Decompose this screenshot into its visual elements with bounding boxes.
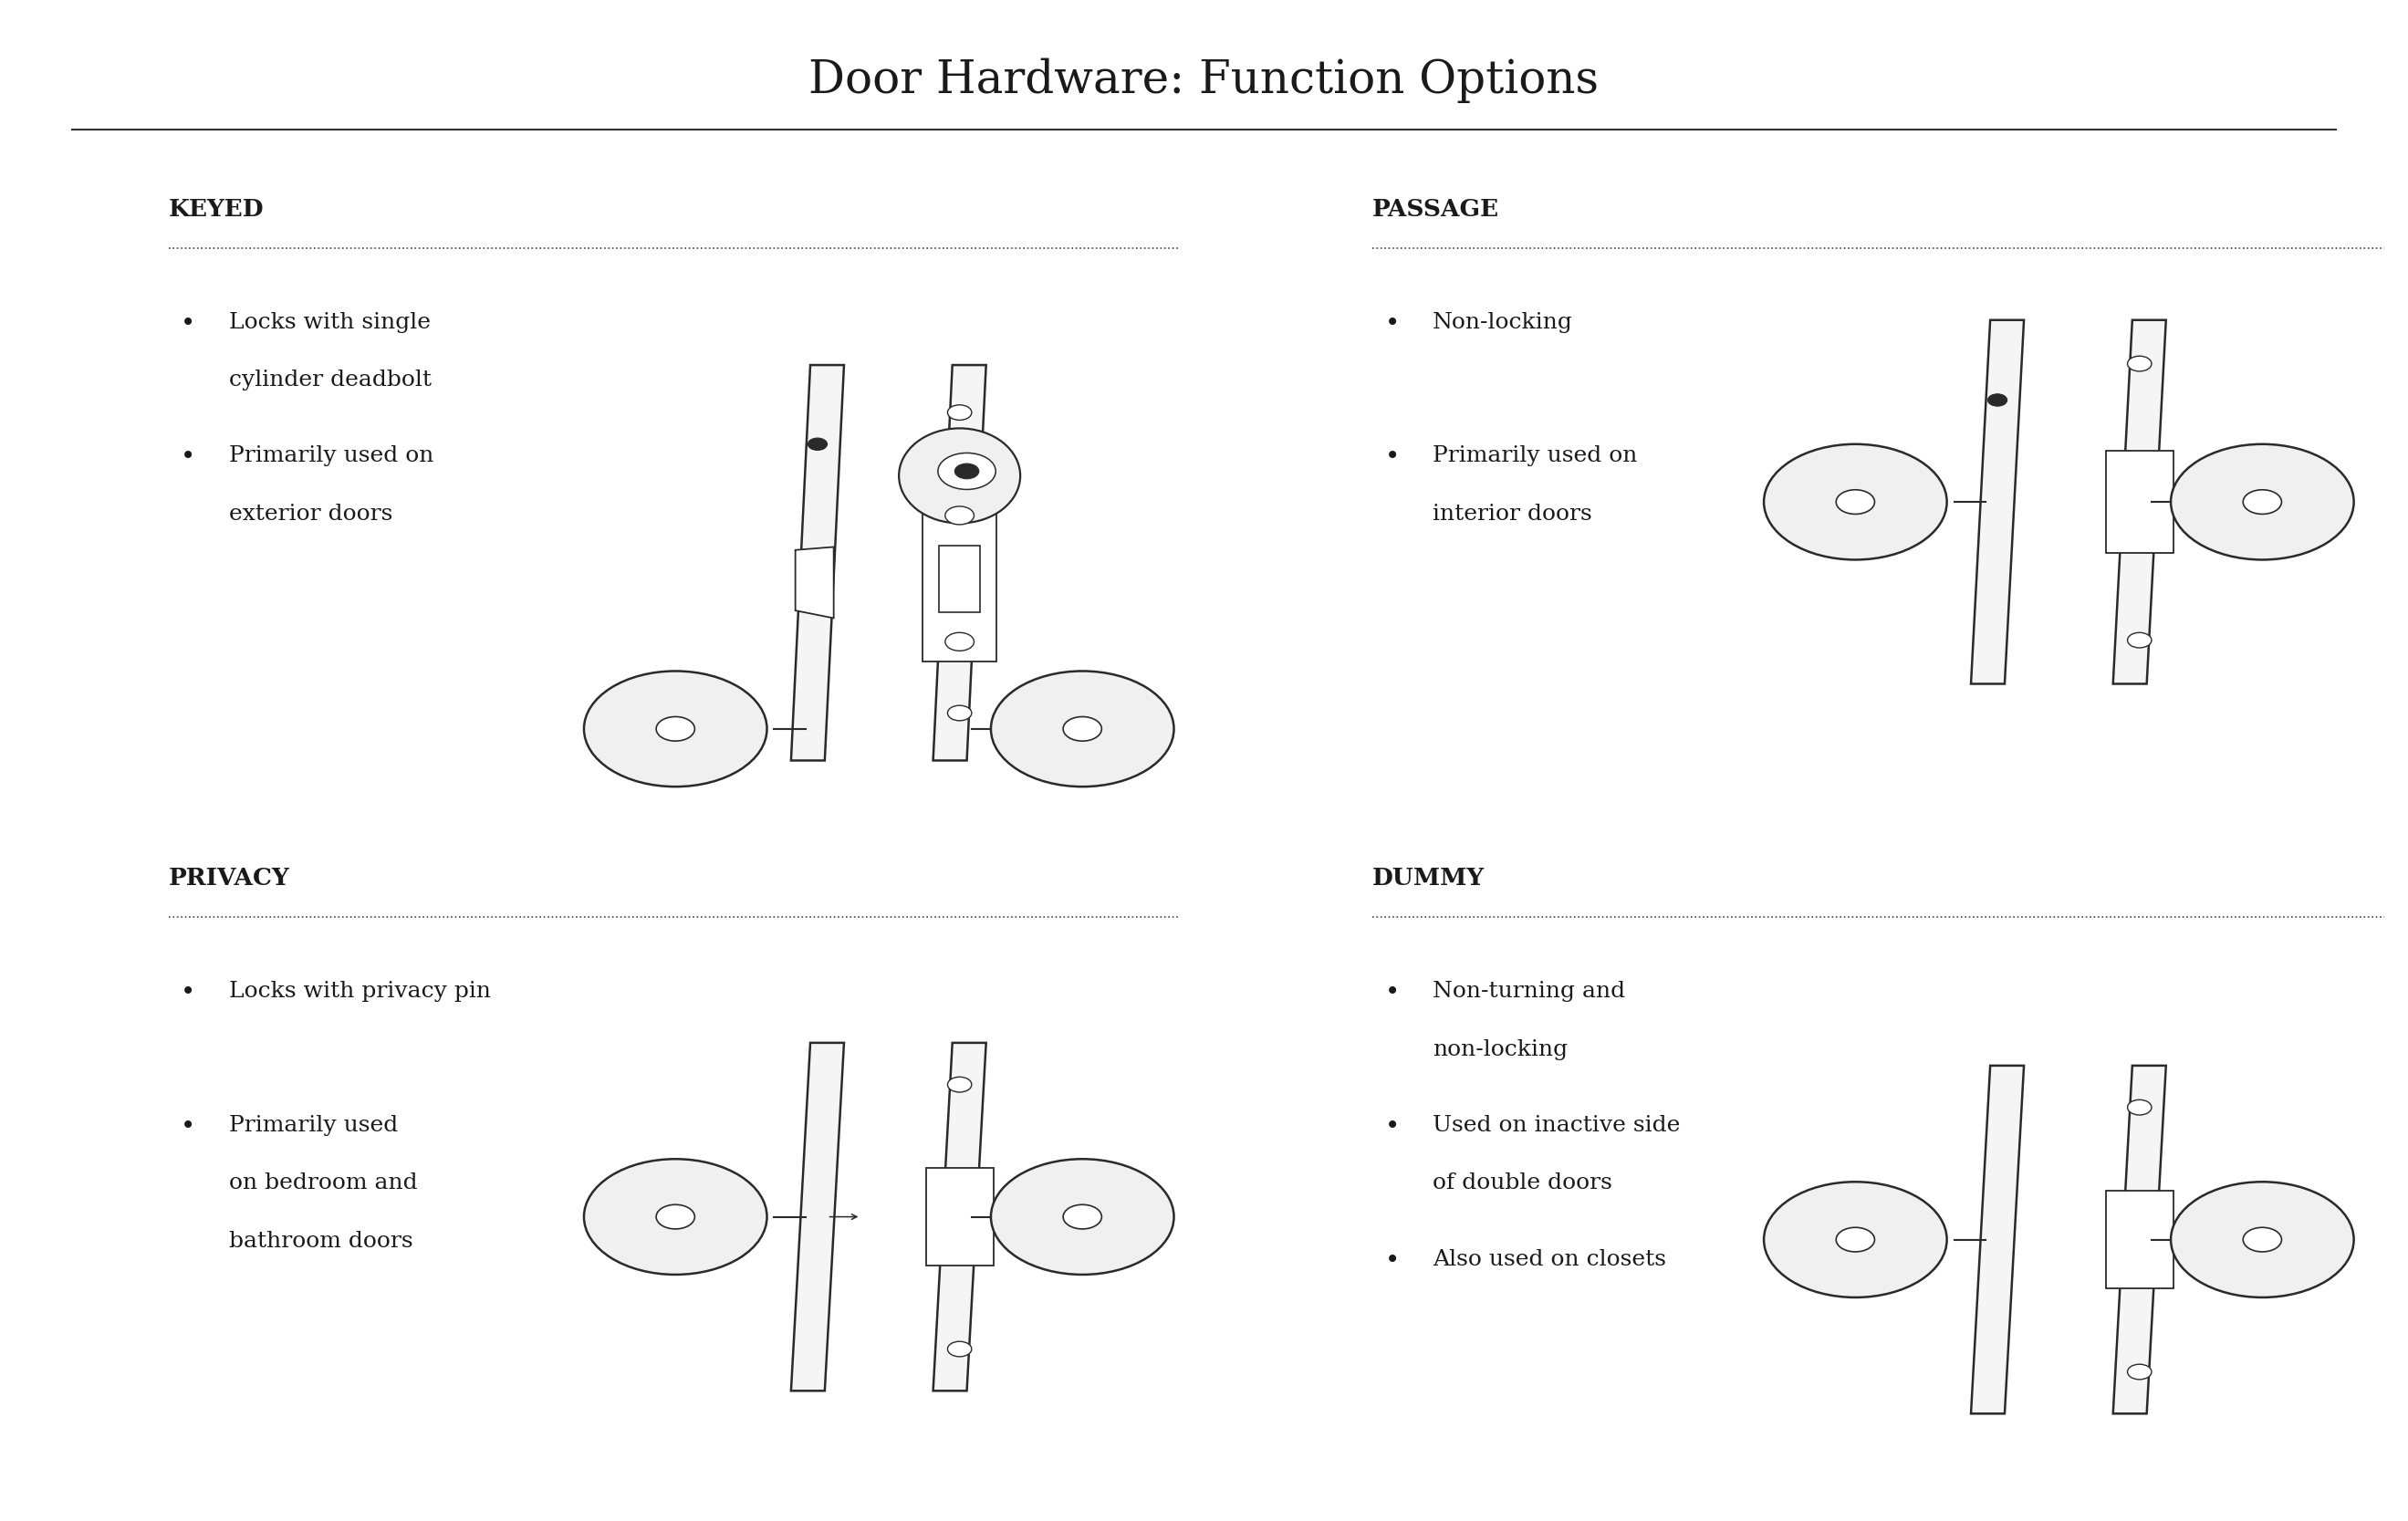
- Text: Primarily used on: Primarily used on: [1433, 446, 1637, 467]
- Circle shape: [2170, 444, 2353, 560]
- Ellipse shape: [898, 429, 1021, 523]
- Text: Non-locking: Non-locking: [1433, 312, 1572, 333]
- Circle shape: [949, 706, 970, 721]
- Circle shape: [956, 464, 978, 479]
- Text: exterior doors: exterior doors: [229, 503, 393, 525]
- Circle shape: [992, 671, 1175, 786]
- Text: Door Hardware: Function Options: Door Hardware: Function Options: [809, 58, 1599, 103]
- Polygon shape: [790, 1043, 843, 1390]
- Circle shape: [583, 1159, 766, 1275]
- Circle shape: [939, 453, 997, 490]
- Circle shape: [2126, 356, 2153, 371]
- Text: DUMMY: DUMMY: [1373, 867, 1486, 890]
- Circle shape: [1835, 1227, 1873, 1252]
- Polygon shape: [790, 365, 843, 760]
- Text: of double doors: of double doors: [1433, 1173, 1613, 1194]
- FancyBboxPatch shape: [925, 1168, 995, 1265]
- Circle shape: [2170, 1182, 2353, 1297]
- Circle shape: [944, 633, 973, 651]
- Text: Also used on closets: Also used on closets: [1433, 1249, 1666, 1270]
- Text: •: •: [1385, 1249, 1399, 1273]
- Polygon shape: [1970, 319, 2025, 684]
- Circle shape: [949, 1077, 970, 1092]
- Text: •: •: [181, 446, 195, 470]
- FancyBboxPatch shape: [2105, 452, 2172, 552]
- Circle shape: [949, 1342, 970, 1357]
- Text: Locks with single: Locks with single: [229, 312, 431, 333]
- Text: on bedroom and: on bedroom and: [229, 1173, 417, 1194]
- Text: cylinder deadbolt: cylinder deadbolt: [229, 370, 431, 391]
- Circle shape: [2126, 633, 2153, 648]
- Polygon shape: [2114, 1066, 2167, 1413]
- Text: •: •: [181, 312, 195, 336]
- Text: non-locking: non-locking: [1433, 1039, 1568, 1060]
- Text: •: •: [1385, 1115, 1399, 1139]
- Text: Primarily used on: Primarily used on: [229, 446, 433, 467]
- Text: •: •: [181, 1115, 195, 1139]
- Circle shape: [1064, 716, 1103, 741]
- Circle shape: [1064, 1205, 1103, 1229]
- Text: bathroom doors: bathroom doors: [229, 1230, 412, 1252]
- Circle shape: [655, 1205, 694, 1229]
- Text: interior doors: interior doors: [1433, 503, 1592, 525]
- Text: Primarily used: Primarily used: [229, 1115, 397, 1136]
- Polygon shape: [795, 548, 833, 618]
- Circle shape: [2126, 1364, 2153, 1380]
- Circle shape: [1763, 444, 1946, 560]
- Circle shape: [1835, 490, 1873, 514]
- FancyBboxPatch shape: [939, 546, 980, 611]
- Circle shape: [949, 405, 970, 420]
- Text: •: •: [1385, 312, 1399, 336]
- Text: •: •: [1385, 981, 1399, 1005]
- Text: KEYED: KEYED: [169, 198, 265, 221]
- Circle shape: [992, 1159, 1175, 1275]
- FancyBboxPatch shape: [2105, 1191, 2172, 1288]
- FancyBboxPatch shape: [922, 496, 997, 662]
- Polygon shape: [1970, 1066, 2025, 1413]
- Circle shape: [2126, 1100, 2153, 1115]
- Text: Locks with privacy pin: Locks with privacy pin: [229, 981, 491, 1002]
- Circle shape: [655, 716, 694, 741]
- Text: Non-turning and: Non-turning and: [1433, 981, 1625, 1002]
- Circle shape: [583, 671, 766, 786]
- Text: PRIVACY: PRIVACY: [169, 867, 289, 890]
- Circle shape: [807, 438, 828, 450]
- Text: •: •: [1385, 446, 1399, 470]
- Text: Used on inactive side: Used on inactive side: [1433, 1115, 1681, 1136]
- Text: PASSAGE: PASSAGE: [1373, 198, 1500, 221]
- Circle shape: [1763, 1182, 1946, 1297]
- Text: •: •: [181, 981, 195, 1005]
- Circle shape: [2242, 1227, 2280, 1252]
- Polygon shape: [2114, 319, 2167, 684]
- Circle shape: [1987, 394, 2006, 406]
- Circle shape: [2242, 490, 2280, 514]
- Polygon shape: [934, 1043, 987, 1390]
- Polygon shape: [934, 365, 987, 760]
- Circle shape: [944, 506, 973, 525]
